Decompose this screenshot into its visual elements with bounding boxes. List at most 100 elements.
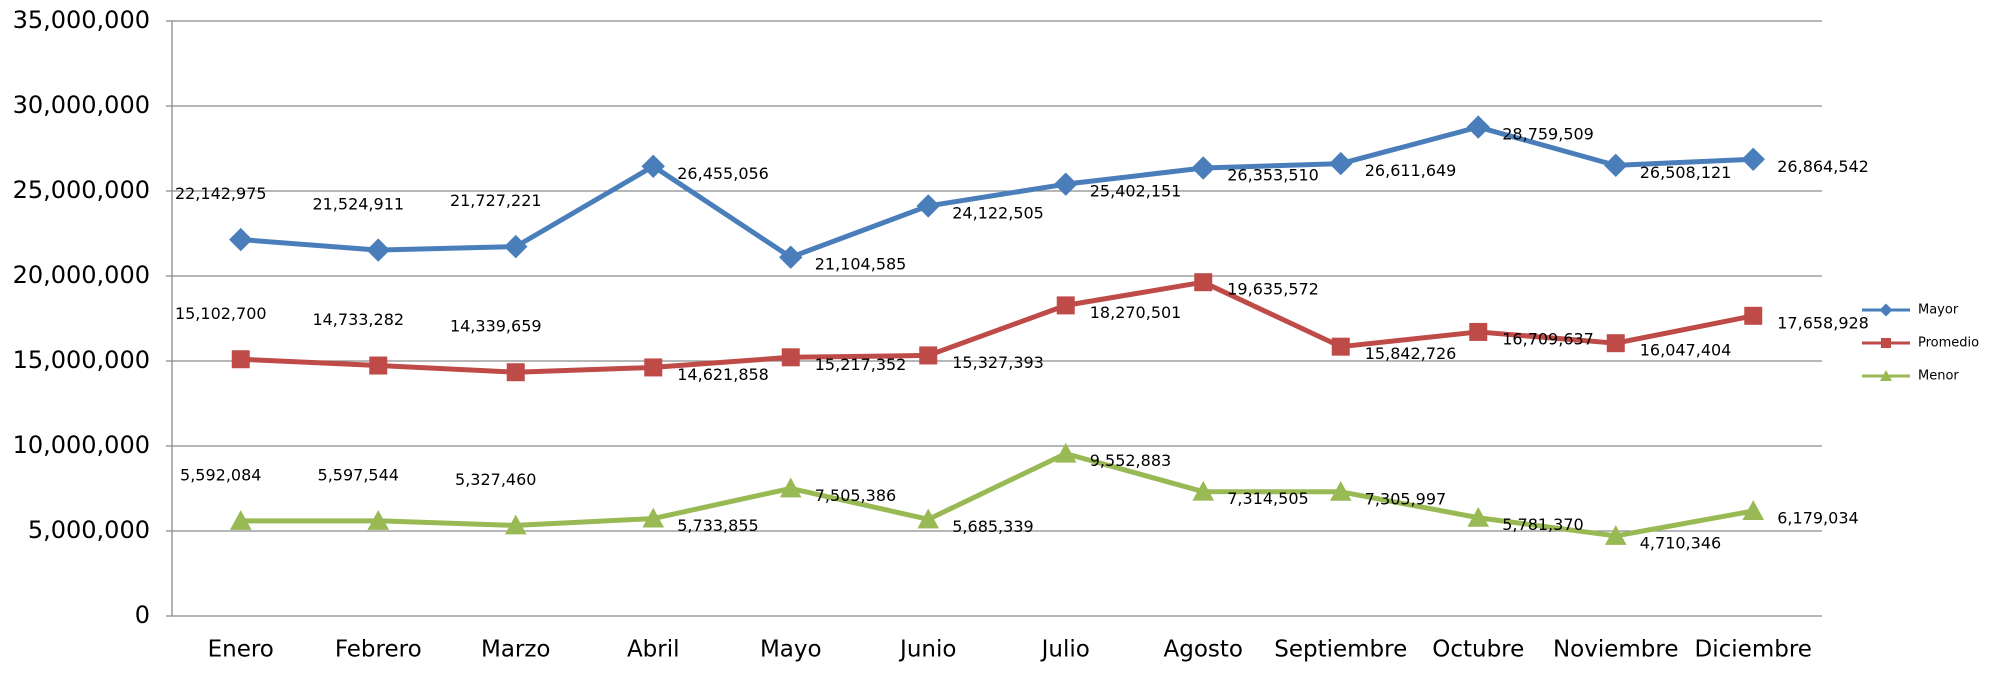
data-point <box>642 507 665 528</box>
data-label: 15,217,352 <box>815 355 907 374</box>
data-point <box>1604 525 1627 545</box>
data-label: 5,327,460 <box>455 470 536 489</box>
data-label: 14,339,659 <box>450 317 542 336</box>
data-point <box>781 348 800 367</box>
data-label: 21,524,911 <box>312 195 404 214</box>
data-label: 22,142,975 <box>175 184 267 203</box>
data-label: 18,270,501 <box>1090 303 1182 322</box>
legend-marker <box>1879 303 1893 317</box>
data-point <box>229 227 253 252</box>
legend-marker <box>1881 338 1891 348</box>
data-point <box>1329 480 1352 501</box>
x-tick-label: Septiembre <box>1274 637 1407 663</box>
data-point <box>1192 480 1215 501</box>
data-label: 24,122,505 <box>952 203 1044 222</box>
data-label: 28,759,509 <box>1502 125 1594 144</box>
legend-label: Menor <box>1918 369 1959 384</box>
data-label: 21,727,221 <box>450 191 542 210</box>
y-tick-label: 5,000,000 <box>28 516 150 544</box>
data-point <box>229 510 252 530</box>
data-point <box>366 238 390 262</box>
data-point <box>779 477 802 498</box>
x-tick-label: Marzo <box>481 637 551 663</box>
data-label: 4,710,346 <box>1640 533 1721 552</box>
x-tick-label: Diciembre <box>1695 637 1812 663</box>
x-tick-label: Enero <box>208 637 274 663</box>
data-label: 19,635,572 <box>1227 280 1319 299</box>
data-point <box>231 350 250 369</box>
x-tick-label: Agosto <box>1164 637 1243 663</box>
x-tick-label: Junio <box>898 637 956 663</box>
data-point <box>917 508 940 529</box>
data-point <box>506 363 525 382</box>
data-label: 15,842,726 <box>1365 344 1457 363</box>
data-point <box>369 356 388 375</box>
data-point <box>1194 273 1213 292</box>
data-label: 16,709,637 <box>1502 329 1594 348</box>
data-label: 26,611,649 <box>1365 161 1457 180</box>
data-point <box>1466 115 1490 139</box>
data-label: 17,658,928 <box>1777 313 1869 332</box>
data-point <box>916 194 940 218</box>
legend-marker <box>1880 370 1892 381</box>
data-point <box>1467 506 1490 527</box>
data-label: 15,327,393 <box>952 353 1044 372</box>
series-line <box>240 124 1754 260</box>
x-tick-label: Mayo <box>760 637 822 663</box>
data-point <box>919 346 938 365</box>
data-label: 7,305,997 <box>1365 489 1446 508</box>
data-point <box>1604 153 1628 178</box>
y-tick-label: 0 <box>135 601 150 629</box>
x-tick-label: Abril <box>627 637 680 663</box>
data-point <box>1331 337 1350 356</box>
data-label: 15,102,700 <box>175 304 267 323</box>
data-label: 6,179,034 <box>1777 508 1858 527</box>
data-label: 26,508,121 <box>1640 163 1732 182</box>
data-label: 21,104,585 <box>815 255 907 274</box>
data-point <box>644 358 663 377</box>
legend-label: Mayor <box>1918 303 1959 318</box>
data-label: 25,402,151 <box>1090 182 1182 201</box>
data-point <box>1329 151 1353 176</box>
y-tick-label: 30,000,000 <box>13 91 150 119</box>
y-tick-label: 20,000,000 <box>13 261 150 289</box>
data-point <box>1606 334 1625 353</box>
data-point <box>1742 500 1765 520</box>
data-label: 5,592,084 <box>180 465 261 484</box>
data-label: 7,505,386 <box>815 486 896 505</box>
data-label: 9,552,883 <box>1090 451 1171 470</box>
data-label: 16,047,404 <box>1640 341 1732 360</box>
data-point <box>1741 147 1765 172</box>
data-label: 26,864,542 <box>1777 157 1869 176</box>
data-label: 7,314,505 <box>1227 489 1308 508</box>
data-point <box>779 245 803 269</box>
series-line <box>240 279 1754 375</box>
data-point <box>1054 172 1078 196</box>
legend-label: Promedio <box>1918 336 1979 351</box>
data-point <box>641 154 665 178</box>
data-label: 14,621,858 <box>677 365 769 384</box>
data-point <box>1191 156 1215 180</box>
data-label: 5,597,544 <box>318 465 399 484</box>
y-tick-label: 15,000,000 <box>13 346 150 374</box>
data-point <box>1469 322 1488 341</box>
data-label: 26,455,056 <box>677 164 769 183</box>
data-point <box>504 234 528 259</box>
y-tick-label: 10,000,000 <box>13 431 150 459</box>
data-point <box>1054 442 1077 463</box>
series-line <box>240 451 1754 539</box>
y-tick-label: 35,000,000 <box>13 6 150 34</box>
data-point <box>1744 306 1763 325</box>
data-point <box>1056 296 1075 315</box>
data-label: 26,353,510 <box>1227 165 1319 184</box>
x-tick-label: Octubre <box>1432 637 1524 663</box>
data-point <box>367 510 390 530</box>
x-tick-label: Febrero <box>335 637 422 663</box>
data-label: 5,781,370 <box>1502 515 1583 534</box>
x-tick-label: Noviembre <box>1553 637 1679 663</box>
y-tick-label: 25,000,000 <box>13 176 150 204</box>
x-tick-label: Julio <box>1040 637 1090 663</box>
data-label: 5,685,339 <box>952 517 1033 536</box>
data-point <box>504 514 527 535</box>
